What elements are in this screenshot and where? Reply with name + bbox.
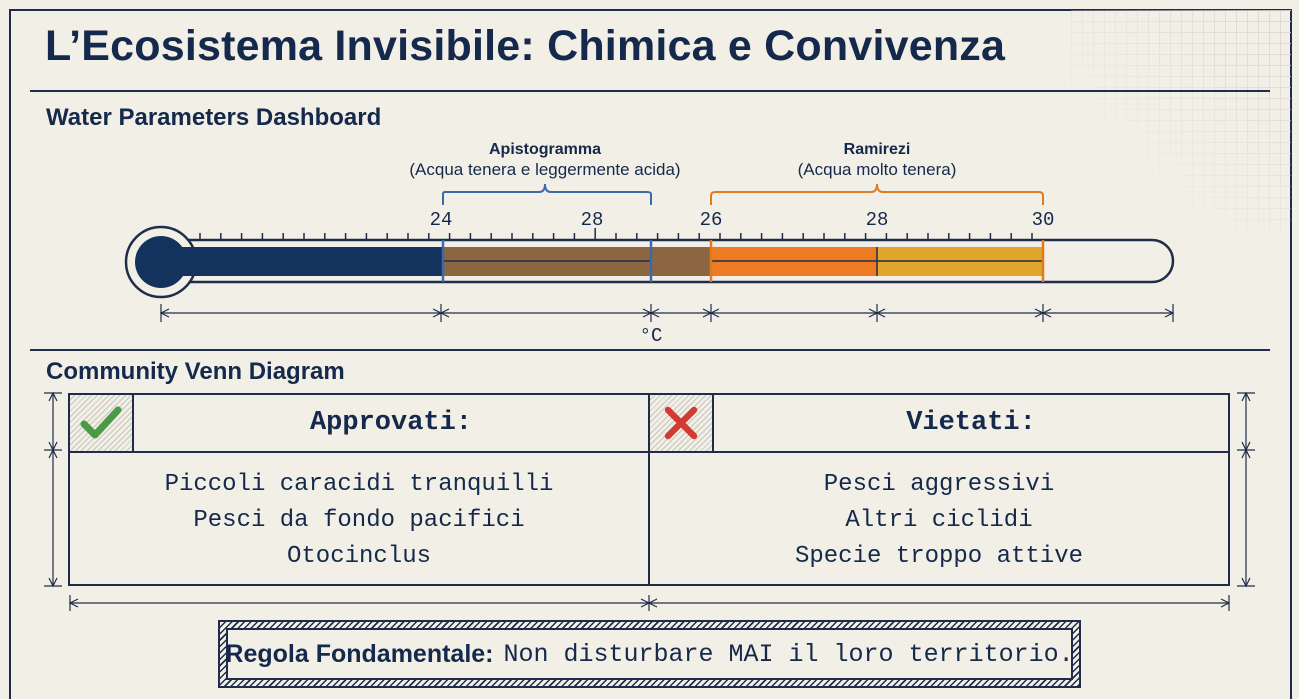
scale-label-28-rami: 28 [866, 209, 889, 231]
forbidden-list: Pesci aggressivi Altri ciclidi Specie tr… [650, 453, 1228, 584]
list-item: Piccoli caracidi tranquilli [164, 471, 554, 498]
check-icon [80, 406, 122, 439]
scale-label-26: 26 [700, 209, 723, 231]
list-item: Altri ciclidi [845, 507, 1033, 534]
ramirezi-bracket [710, 183, 1044, 205]
list-item: Pesci da fondo pacifici [193, 507, 525, 534]
ramirezi-name: Ramirezi [844, 141, 911, 158]
scale-label-30: 30 [1032, 209, 1055, 231]
approved-header: Approvati: [70, 395, 648, 453]
ramirezi-note: (Acqua molto tenera) [798, 160, 957, 179]
approved-title: Approvati: [309, 408, 473, 438]
apistogramma-name: Apistogramma [489, 141, 601, 158]
fill-segment-base [161, 247, 443, 276]
scale-label-24: 24 [430, 209, 453, 231]
approved-list: Piccoli caracidi tranquilli Pesci da fon… [70, 453, 648, 584]
grid-decoration [1071, 10, 1291, 230]
scale-ticks [199, 228, 1033, 240]
apistogramma-note: (Acqua tenera e leggermente acida) [409, 160, 680, 179]
rule-text: Non disturbare MAI il loro territorio. [503, 639, 1074, 669]
page-frame [9, 9, 1292, 699]
list-item: Pesci aggressivi [823, 471, 1055, 498]
dimension-line [159, 304, 1175, 322]
thermometer-chart: Apistogramma (Acqua tenera e leggermente… [124, 141, 1175, 347]
forbidden-icon-box [650, 395, 714, 451]
approved-column: Approvati: Piccoli caracidi tranquilli P… [70, 395, 648, 584]
apistogramma-bracket [442, 183, 652, 205]
list-item: Specie troppo attive [794, 543, 1084, 570]
rule-label: Regola Fondamentale: [225, 639, 494, 668]
list-item: Otocinclus [286, 543, 432, 570]
forbidden-title: Vietati: [906, 408, 1036, 438]
scale-label-28-apisto: 28 [581, 209, 604, 231]
page-title: L’Ecosistema Invisibile: Chimica e Convi… [45, 22, 1006, 70]
fundamental-rule-inner: Regola Fondamentale: Non disturbare MAI … [225, 628, 1074, 680]
cross-icon [664, 406, 698, 440]
forbidden-header: Vietati: [650, 395, 1228, 453]
forbidden-column: Vietati: Pesci aggressivi Altri ciclidi … [648, 395, 1228, 584]
fundamental-rule-box: Regola Fondamentale: Non disturbare MAI … [218, 620, 1081, 688]
community-table: Approvati: Piccoli caracidi tranquilli P… [68, 393, 1230, 586]
title-divider [30, 90, 1270, 92]
unit-label: °C [640, 325, 663, 347]
section-divider [30, 349, 1270, 351]
approved-icon-box [70, 395, 134, 451]
dashboard-heading: Water Parameters Dashboard [46, 104, 382, 131]
community-heading: Community Venn Diagram [46, 358, 345, 385]
